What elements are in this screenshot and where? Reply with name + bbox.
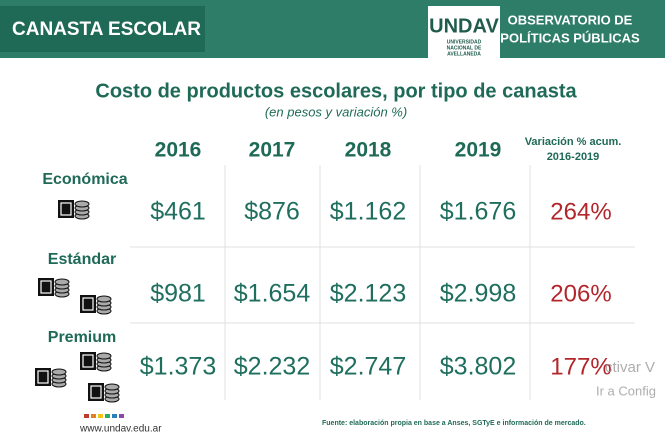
watermark: Ir a Config	[596, 383, 656, 398]
cell-value: $2.123	[330, 280, 406, 308]
logo: UNDAV	[429, 15, 499, 37]
cell-value: $981	[150, 280, 206, 308]
coin	[104, 383, 120, 391]
bill-inner	[82, 297, 94, 311]
table-title: Costo de productos escolares, por tipo d…	[95, 80, 577, 102]
footer-dots	[84, 414, 124, 418]
footer-url: www.undav.edu.ar	[79, 424, 162, 435]
money-icon	[88, 383, 120, 403]
bill	[58, 200, 74, 218]
row-label: Premium	[48, 329, 116, 346]
cell-value: $2.232	[234, 353, 310, 381]
variation-header: 2016-2019	[547, 151, 600, 163]
bill-inner	[40, 280, 52, 294]
cell-value: $2.747	[330, 353, 406, 381]
variation: 206%	[550, 280, 611, 307]
column-header: 2018	[345, 139, 392, 162]
cell-value: $3.802	[440, 353, 516, 381]
money-icon	[80, 295, 112, 315]
row-label: Económica	[42, 171, 127, 188]
variation: 177%	[550, 353, 611, 380]
coin	[54, 278, 70, 286]
logo-box	[428, 6, 500, 58]
row-label: Estándar	[48, 251, 116, 268]
column-header: 2019	[455, 139, 502, 162]
table-subtitle: (en pesos y variación %)	[265, 104, 407, 119]
bill	[35, 368, 51, 386]
cell-value: $2.998	[440, 280, 516, 308]
money-icon	[35, 368, 67, 388]
bill	[38, 278, 54, 296]
grid	[130, 165, 635, 400]
observatory: OBSERVATORIO DE	[508, 12, 633, 27]
bill	[80, 295, 96, 313]
bill-inner	[90, 385, 102, 399]
observatory: POLÍTICAS PÚBLICAS	[500, 30, 640, 45]
footer-source: Fuente: elaboración propia en base a Ans…	[322, 420, 586, 427]
variation: 264%	[550, 198, 611, 225]
cell-value: $876	[244, 198, 300, 226]
cell-value: $461	[150, 198, 206, 226]
column-header: 2017	[249, 139, 296, 162]
title-box	[0, 6, 205, 52]
bill-inner	[82, 354, 94, 368]
money-icon	[58, 200, 90, 220]
coin	[51, 368, 67, 376]
cell-value: $1.162	[330, 198, 406, 226]
money-icon	[38, 278, 70, 298]
logo-sub: UNIVERSIDAD	[447, 39, 482, 45]
variation-header: Variación % acum.	[525, 136, 622, 148]
bill-inner	[60, 202, 72, 216]
coin	[74, 200, 90, 208]
money-icon	[80, 352, 112, 372]
column-header: 2016	[155, 139, 202, 162]
bill	[80, 352, 96, 370]
logo-sub: AVELLANEDA	[447, 51, 481, 57]
bill	[88, 383, 104, 401]
coin	[96, 295, 112, 303]
watermark: ctivar V	[605, 359, 655, 376]
cell-value: $1.373	[140, 353, 216, 381]
logo-sub: NACIONAL DE	[447, 45, 482, 51]
header-title: CANASTA ESCOLAR	[12, 19, 201, 40]
cell-value: $1.654	[234, 280, 311, 308]
coin	[96, 352, 112, 360]
cell-value: $1.676	[440, 198, 516, 226]
bill-inner	[37, 370, 49, 384]
